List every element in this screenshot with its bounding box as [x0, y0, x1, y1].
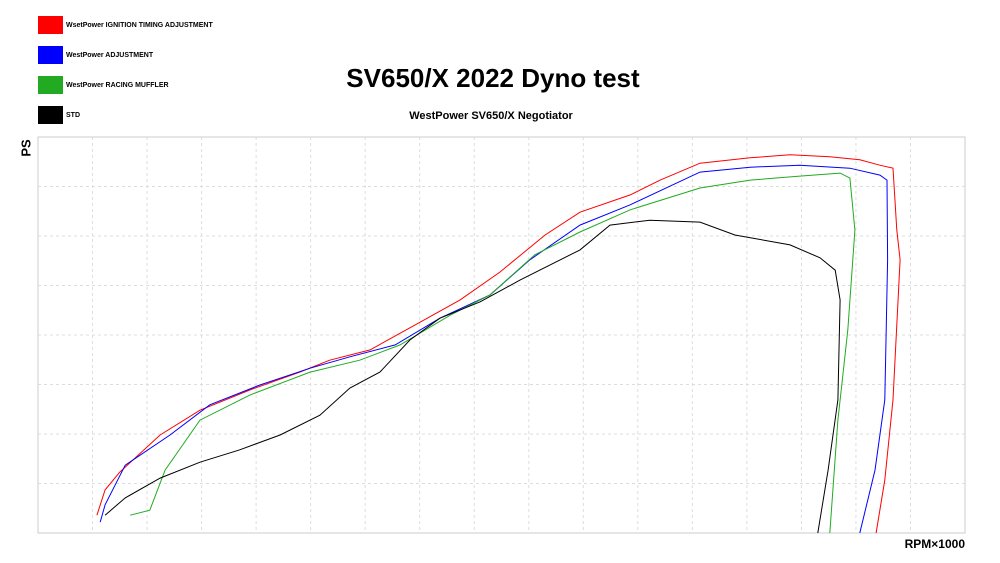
legend-label: STD: [66, 112, 80, 119]
legend-swatch: [38, 106, 63, 124]
legend-label: WestPower RACING MUFFLER: [66, 82, 169, 89]
y-axis-label: PS: [18, 139, 33, 157]
chart-title: SV650/X 2022 Dyno test: [346, 63, 640, 93]
power-curve: [99, 164, 889, 534]
power-curve: [96, 154, 901, 534]
power-curve: [104, 219, 841, 534]
legend-swatch: [38, 46, 63, 64]
legend-swatch: [38, 16, 63, 34]
chart-subtitle: WestPower SV650/X Negotiator: [409, 110, 573, 122]
legend-label: WsetPower IGNITION TIMING ADJUSTMENT: [66, 22, 213, 29]
power-curve: [130, 172, 856, 534]
legend-label: WestPower ADJUSTMENT: [66, 52, 154, 59]
legend-swatch: [38, 76, 63, 94]
x-axis-label: RPM×1000: [905, 537, 966, 551]
